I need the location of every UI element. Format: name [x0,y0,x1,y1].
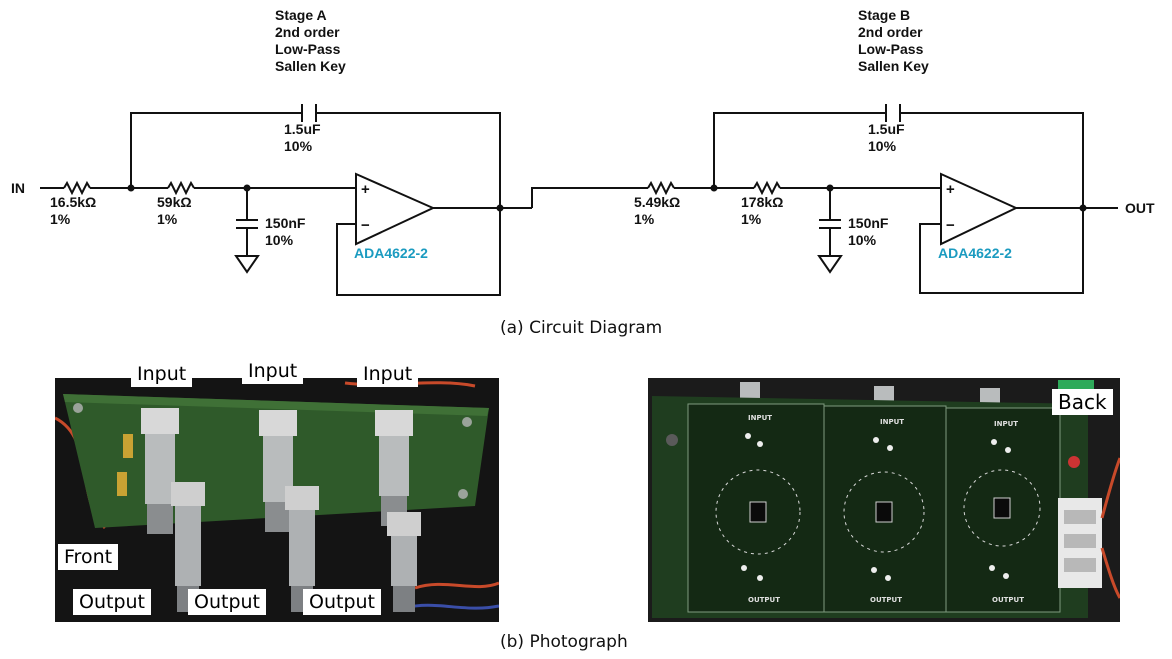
stage-b-minus: − [946,217,955,234]
stage-b-cfb-value: 1.5uF [868,121,905,137]
resistor-a2 [167,180,195,196]
front-label: Front [58,544,119,570]
stage-b-type: Low-Pass [858,41,924,57]
back-photo: INPUT INPUT INPUT OUTPUT OUTPUT OUTPUT [648,378,1120,622]
silk-input-3: INPUT [994,420,1018,428]
stage-a-opamp-label: ADA4622-2 [354,245,428,261]
front-panel-drawing [55,378,499,622]
silk-input-1: INPUT [748,414,772,422]
opamp-a [355,172,436,246]
back-panel-drawing: INPUT INPUT INPUT OUTPUT OUTPUT OUTPUT [648,378,1120,622]
stage-b-r1-value: 5.49kΩ [634,194,680,210]
stage-a-cfb-value: 1.5uF [284,121,321,137]
stage-b-order: 2nd order [858,24,923,40]
resistor-a1 [63,180,91,196]
stage-a-cfb-tol: 10% [284,138,313,154]
circuit-wires [40,104,1118,296]
stage-a-topology: Sallen Key [275,58,346,74]
out-label: OUT [1125,200,1155,216]
front-input-label-1: Input [131,361,193,387]
stage-a-order: 2nd order [275,24,340,40]
stage-b-cgnd-value: 150nF [848,215,889,231]
stage-b-cgnd-tol: 10% [848,232,877,248]
stage-a-title: Stage A [275,7,327,23]
front-input-label-2: Input [242,358,304,384]
stage-b-cfb-tol: 10% [868,138,897,154]
in-label: IN [11,180,25,196]
stage-a-r2-value: 59kΩ [157,194,192,210]
stage-b-title: Stage B [858,7,910,23]
stage-a-type: Low-Pass [275,41,341,57]
front-output-label-3: Output [303,589,381,615]
back-label: Back [1052,389,1113,415]
resistor-b2 [753,180,781,196]
circuit-diagram: Stage A 2nd order Low-Pass Sallen Key St… [11,7,1155,296]
caption-photograph: (b) Photograph [500,632,628,652]
stage-a-r1-value: 16.5kΩ [50,194,96,210]
front-photo [55,378,499,622]
silk-input-2: INPUT [880,418,904,426]
front-output-label-2: Output [188,589,266,615]
stage-b-r1-tol: 1% [634,211,655,227]
silk-output-1: OUTPUT [748,596,780,604]
opamp-b [940,172,1019,246]
stage-b-r2-value: 178kΩ [741,194,783,210]
stage-b-topology: Sallen Key [858,58,929,74]
stage-b-opamp-label: ADA4622-2 [938,245,1012,261]
silk-output-2: OUTPUT [870,596,902,604]
caption-circuit: (a) Circuit Diagram [500,318,663,338]
stage-b-r2-tol: 1% [741,211,762,227]
junction-dots [127,184,1087,212]
front-input-label-3: Input [357,361,419,387]
stage-a-cgnd-value: 150nF [265,215,306,231]
stage-a-r2-tol: 1% [157,211,178,227]
silk-output-3: OUTPUT [992,596,1024,604]
stage-b-plus: + [946,181,955,198]
resistor-b1 [647,180,675,196]
stage-a-minus: − [361,217,370,234]
stage-a-cgnd-tol: 10% [265,232,294,248]
front-output-label-1: Output [73,589,151,615]
stage-a-plus: + [361,181,370,198]
stage-a-r1-tol: 1% [50,211,71,227]
